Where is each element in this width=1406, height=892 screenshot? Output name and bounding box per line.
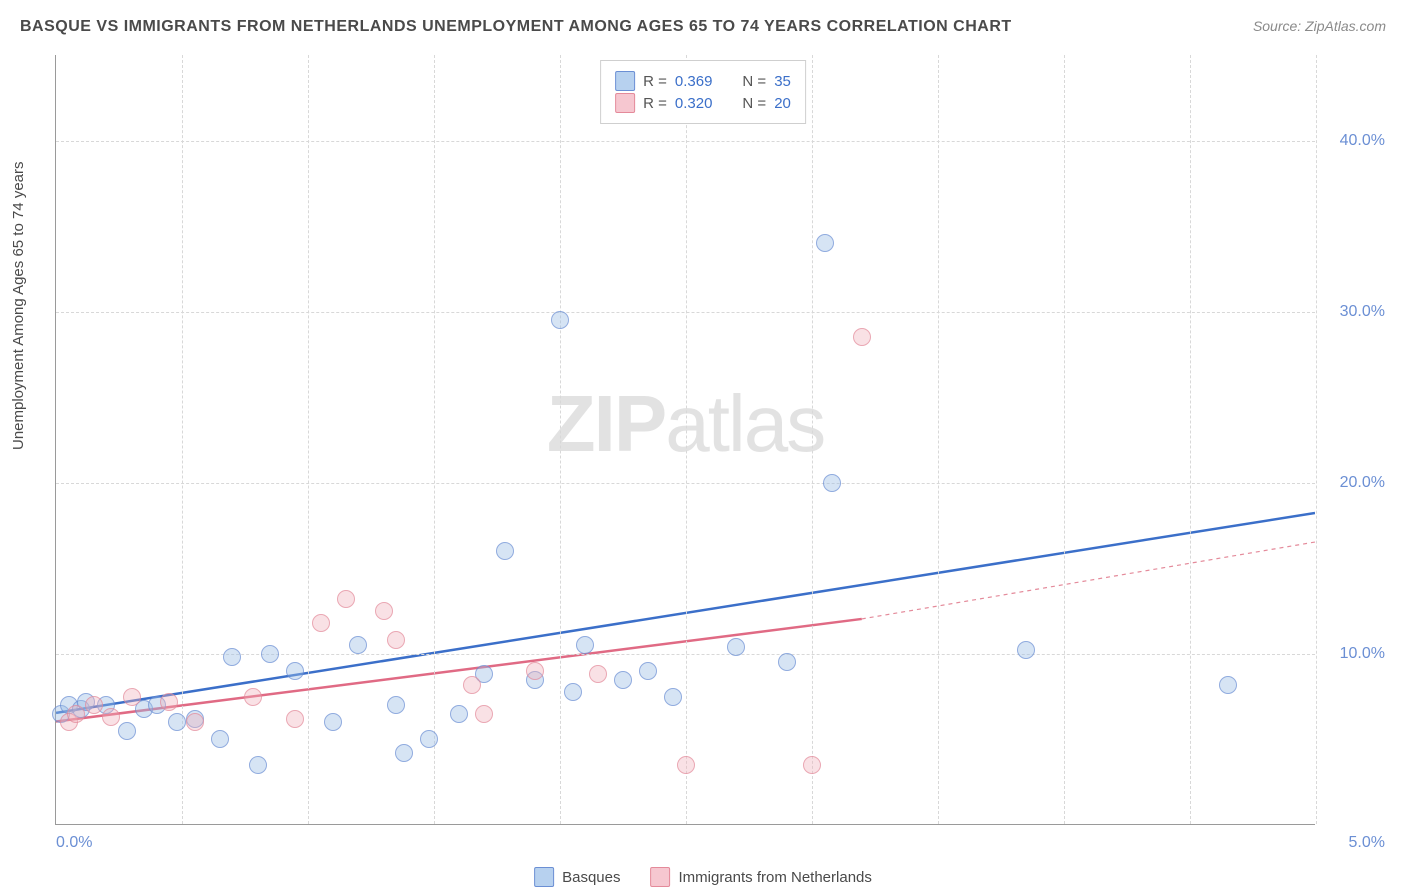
scatter-point: [67, 705, 85, 723]
y-tick-label: 30.0%: [1325, 303, 1385, 321]
scatter-point: [249, 756, 267, 774]
scatter-point: [589, 665, 607, 683]
scatter-point: [614, 671, 632, 689]
y-tick-label: 10.0%: [1325, 645, 1385, 663]
series-legend-label: Immigrants from Netherlands: [678, 869, 871, 886]
legend-row: R = 0.369 N = 35: [615, 71, 791, 91]
scatter-point: [576, 636, 594, 654]
scatter-point: [102, 708, 120, 726]
scatter-point: [727, 638, 745, 656]
grid-line-v: [560, 55, 561, 824]
scatter-point: [551, 311, 569, 329]
watermark-zip: ZIP: [547, 379, 665, 468]
scatter-point: [123, 688, 141, 706]
scatter-point: [387, 696, 405, 714]
grid-line-v: [182, 55, 183, 824]
series-legend-item: Immigrants from Netherlands: [650, 867, 871, 887]
scatter-point: [349, 636, 367, 654]
scatter-point: [211, 730, 229, 748]
scatter-point: [853, 328, 871, 346]
scatter-point: [286, 662, 304, 680]
y-tick-label: 40.0%: [1325, 132, 1385, 150]
legend-swatch: [615, 71, 635, 91]
grid-line-v: [1190, 55, 1191, 824]
watermark-atlas: atlas: [665, 379, 824, 468]
scatter-point: [639, 662, 657, 680]
scatter-point: [823, 474, 841, 492]
chart-title: BASQUE VS IMMIGRANTS FROM NETHERLANDS UN…: [20, 18, 1012, 36]
scatter-point: [1219, 676, 1237, 694]
legend-swatch: [615, 93, 635, 113]
scatter-point: [677, 756, 695, 774]
legend-n-label: N =: [742, 73, 766, 90]
y-tick-label: 20.0%: [1325, 474, 1385, 492]
scatter-point: [463, 676, 481, 694]
legend-r-value: 0.320: [675, 95, 713, 112]
scatter-point: [324, 713, 342, 731]
legend-r-label: R =: [643, 95, 667, 112]
grid-line-v: [812, 55, 813, 824]
scatter-point: [778, 653, 796, 671]
scatter-point: [564, 683, 582, 701]
series-legend-label: Basques: [562, 869, 620, 886]
scatter-point: [496, 542, 514, 560]
source-attribution: Source: ZipAtlas.com: [1253, 18, 1386, 34]
scatter-point: [286, 710, 304, 728]
x-tick-max: 5.0%: [1325, 834, 1385, 852]
legend-r-label: R =: [643, 73, 667, 90]
grid-line-v: [308, 55, 309, 824]
scatter-point: [526, 662, 544, 680]
scatter-point: [223, 648, 241, 666]
correlation-legend: R = 0.369 N = 35 R = 0.320 N = 20: [600, 60, 806, 124]
series-legend-item: Basques: [534, 867, 620, 887]
legend-n-value: 35: [774, 73, 791, 90]
scatter-point: [375, 602, 393, 620]
legend-n-value: 20: [774, 95, 791, 112]
scatter-point: [475, 705, 493, 723]
scatter-point: [160, 693, 178, 711]
scatter-point: [312, 614, 330, 632]
grid-line-v: [686, 55, 687, 824]
scatter-point: [395, 744, 413, 762]
series-legend: Basques Immigrants from Netherlands: [534, 867, 872, 887]
scatter-point: [118, 722, 136, 740]
scatter-point: [1017, 641, 1035, 659]
legend-r-value: 0.369: [675, 73, 713, 90]
scatter-plot: ZIPatlas 10.0%20.0%30.0%40.0%0.0%5.0%: [55, 55, 1315, 825]
x-tick-min: 0.0%: [56, 834, 92, 852]
legend-swatch: [534, 867, 554, 887]
legend-n-label: N =: [742, 95, 766, 112]
scatter-point: [450, 705, 468, 723]
trend-line: [862, 542, 1315, 619]
legend-row: R = 0.320 N = 20: [615, 93, 791, 113]
grid-line-v: [1064, 55, 1065, 824]
grid-line-v: [938, 55, 939, 824]
scatter-point: [816, 234, 834, 252]
scatter-point: [664, 688, 682, 706]
scatter-point: [186, 713, 204, 731]
legend-swatch: [650, 867, 670, 887]
scatter-point: [420, 730, 438, 748]
grid-line-v: [434, 55, 435, 824]
scatter-point: [168, 713, 186, 731]
scatter-point: [803, 756, 821, 774]
scatter-point: [85, 696, 103, 714]
scatter-point: [244, 688, 262, 706]
y-axis-label: Unemployment Among Ages 65 to 74 years: [10, 161, 27, 450]
scatter-point: [337, 590, 355, 608]
scatter-point: [261, 645, 279, 663]
scatter-point: [387, 631, 405, 649]
grid-line-v: [1316, 55, 1317, 824]
